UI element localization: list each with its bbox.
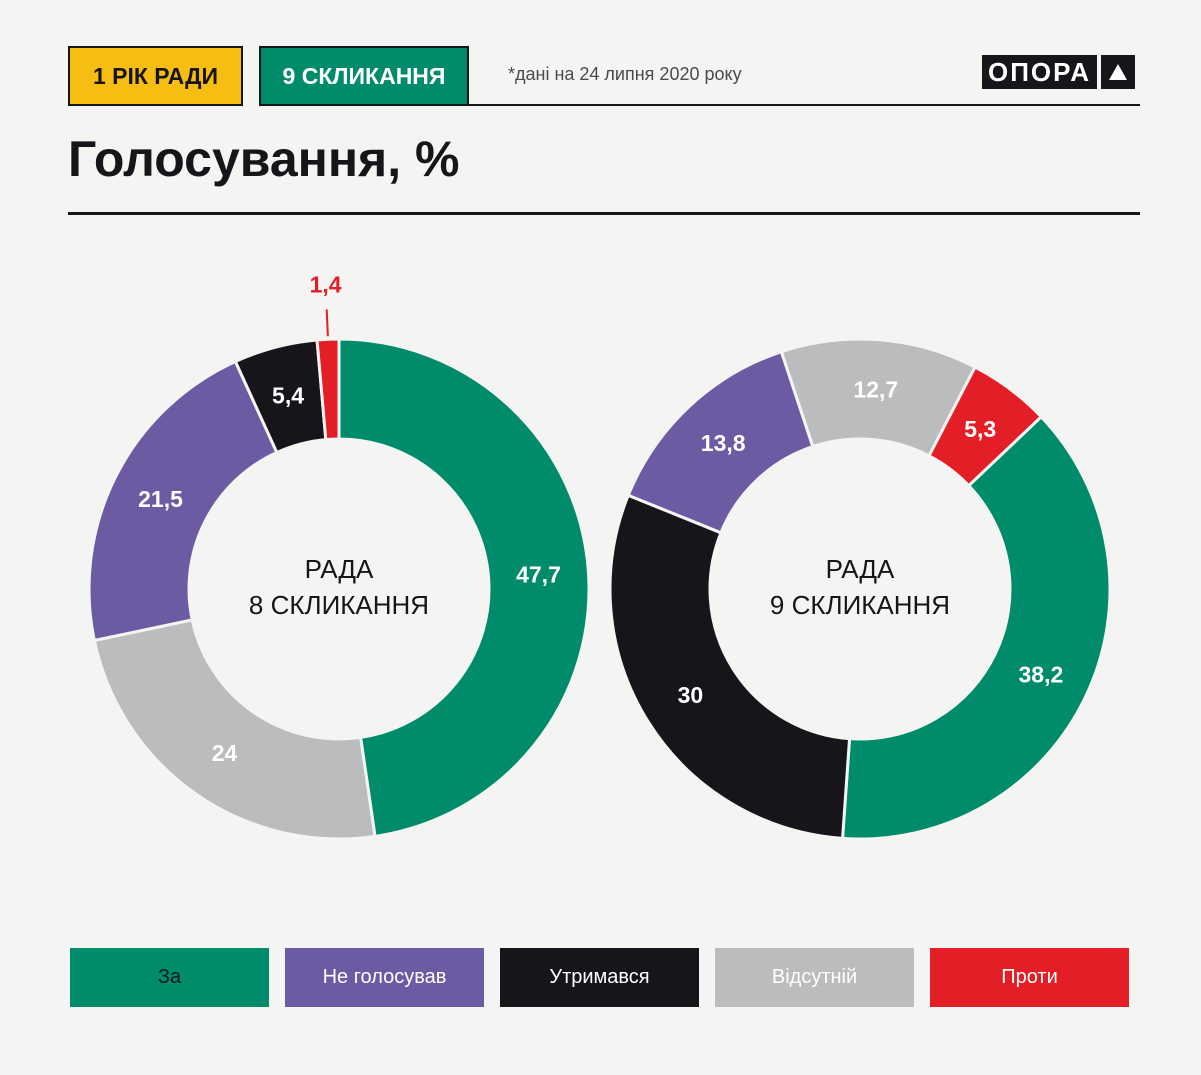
- legend-item-utrymavsia: Утримався: [500, 948, 699, 1007]
- logo-text: ОПОРА: [982, 55, 1097, 89]
- chart2-label-vidsutnii: 12,7: [853, 377, 898, 403]
- tag-sklykannia: 9 СКЛИКАННЯ: [259, 46, 469, 106]
- chart1-label-ne-golosuvav: 21,5: [138, 486, 183, 512]
- chart2-center-label-line2: 9 СКЛИКАННЯ: [770, 590, 950, 620]
- chart1-slice-vidsutnii: [92, 618, 377, 841]
- header-rule: [468, 104, 1140, 106]
- legend-item-za: За: [70, 948, 269, 1007]
- chart2-label-proty: 5,3: [964, 416, 996, 442]
- legend-item-vidsutnii: Відсутній: [715, 948, 914, 1007]
- chart1-center-label-line2: 8 СКЛИКАННЯ: [249, 590, 429, 620]
- chart2-label-ne-golosuvav: 13,8: [701, 430, 746, 456]
- tag-rik-rady: 1 РІК РАДИ: [68, 46, 243, 106]
- chart1-label-utrymavsia: 5,4: [272, 383, 304, 409]
- page-title: Голосування, %: [68, 131, 460, 187]
- chart1-center-label-line1: РАДА: [305, 554, 374, 584]
- chart1-slice-za: [337, 337, 591, 839]
- chart1-slice-ne-golosuvav: [87, 359, 279, 643]
- chart1-label-proty: 1,4: [310, 271, 342, 297]
- chart1-label-vidsutnii: 24: [212, 740, 238, 766]
- chart1-leader-line-proty: [325, 309, 329, 337]
- legend-item-proty: Проти: [930, 948, 1129, 1007]
- date-note: *дані на 24 липня 2020 року: [508, 64, 742, 84]
- legend: За Не голосував Утримався Відсутній Прот…: [0, 948, 1201, 1007]
- chart2-slice-utrymavsia: [608, 493, 852, 840]
- triangle-icon: [1100, 55, 1135, 89]
- chart2-label-utrymavsia: 30: [678, 682, 704, 708]
- legend-item-ne-golosuvav: Не голосував: [285, 948, 484, 1007]
- chart1-label-za: 47,7: [516, 562, 561, 588]
- chart2-slice-za: [840, 414, 1112, 841]
- chart2-label-za: 38,2: [1019, 661, 1064, 687]
- chart1-slice-proty: [315, 337, 341, 442]
- opora-logo: ОПОРА: [982, 55, 1135, 89]
- title-rule: [68, 212, 1140, 215]
- chart2-center-label-line1: РАДА: [826, 554, 895, 584]
